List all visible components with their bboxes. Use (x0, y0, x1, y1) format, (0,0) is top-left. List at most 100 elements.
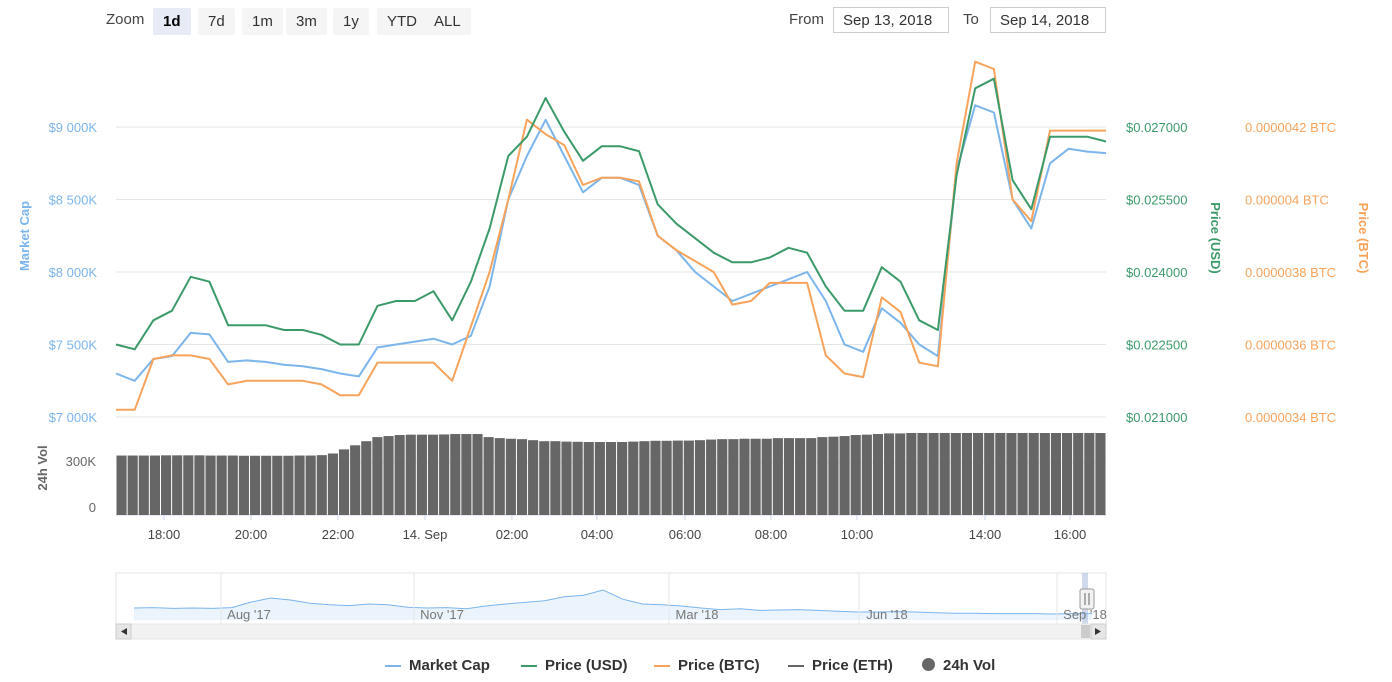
zoom-7d-button[interactable]: 7d (198, 8, 235, 35)
volume-bar (950, 433, 961, 515)
volume-bar (984, 433, 995, 515)
from-date-input[interactable]: Sep 13, 2018 (833, 7, 949, 33)
volume-bar (316, 455, 327, 515)
legend-market-cap[interactable]: Market Cap (385, 657, 490, 674)
volume-bar (939, 433, 950, 515)
btc-tick: 0.0000042 BTC (1245, 120, 1336, 135)
axis-labels: $9 000K $8 500K $8 000K $7 500K $7 000K $0.02… (17, 120, 1371, 542)
usd-tick: $0.025500 (1126, 193, 1187, 208)
usd-tick: $0.021000 (1126, 410, 1187, 425)
volume-bar (528, 440, 539, 515)
volume-bar (772, 438, 783, 515)
volume-bar (1050, 433, 1062, 515)
legend-label: Price (USD) (545, 657, 628, 674)
volume-bar (683, 440, 694, 515)
volume-bar (928, 433, 939, 515)
volume-bar (494, 438, 505, 515)
volume-bar (1006, 433, 1017, 515)
btc-axis-title: Price (BTC) (1356, 203, 1371, 274)
usd-axis-title: Price (USD) (1208, 202, 1223, 274)
navigator-area (134, 590, 1092, 620)
scrollbar-thumb[interactable] (1081, 625, 1090, 638)
volume-bar (194, 455, 205, 515)
volume-bar (305, 455, 316, 515)
volume-bar (160, 455, 172, 515)
navigator[interactable]: Aug '17 Nov '17 Mar '18 Jun '18 Sep '18 (115, 572, 1107, 640)
volume-bar (483, 437, 494, 515)
zoom-1y-button[interactable]: 1y (333, 8, 369, 35)
volume-bar (350, 445, 361, 515)
market-cap-tick: $7 000K (49, 410, 98, 425)
zoom-all-button[interactable]: ALL (424, 8, 471, 35)
volume-bar (172, 455, 183, 515)
volume-bar (783, 438, 795, 515)
volume-bar (995, 433, 1006, 515)
volume-bar (116, 455, 127, 515)
volume-bar (1073, 433, 1084, 515)
usd-tick: $0.022500 (1126, 338, 1187, 353)
volume-tick: 0 (89, 500, 96, 515)
scrollbar-track (115, 623, 1107, 640)
legend-24h-vol[interactable]: 24h Vol (922, 657, 995, 674)
volume-bar (594, 442, 605, 515)
volume-bar (717, 439, 728, 515)
volume-bar (1017, 433, 1028, 515)
volume-bar (127, 455, 138, 515)
volume-bar (694, 440, 706, 515)
legend-label: Price (BTC) (678, 657, 760, 674)
chart-toolbar: Zoom 1d 7d 1m 3m 1y YTD ALL From Sep 13,… (0, 0, 1392, 44)
market-cap-tick: $8 500K (49, 193, 98, 208)
to-date-input[interactable]: Sep 14, 2018 (990, 7, 1106, 33)
btc-tick: 0.0000038 BTC (1245, 265, 1336, 280)
zoom-ytd-button[interactable]: YTD (377, 8, 427, 35)
zoom-1m-button[interactable]: 1m (242, 8, 283, 35)
volume-bar (817, 437, 828, 515)
volume-bar (372, 437, 383, 515)
volume-bar (461, 434, 472, 515)
legend-swatch (654, 665, 670, 668)
from-label: From (789, 11, 824, 28)
x-tick: 04:00 (581, 527, 614, 542)
volume-bar (338, 449, 350, 515)
usd-tick: $0.024000 (1126, 265, 1187, 280)
volume-bar (1084, 433, 1095, 515)
legend-price-usd[interactable]: Price (USD) (521, 657, 628, 674)
volume-bar (628, 441, 639, 515)
volume-bar (706, 439, 717, 515)
volume-bar (583, 442, 594, 515)
x-tick: 02:00 (496, 527, 529, 542)
volume-bar (1062, 433, 1073, 515)
volume-bar (539, 441, 550, 515)
legend-price-eth[interactable]: Price (ETH) (788, 657, 893, 674)
volume-bar (205, 455, 216, 515)
volume-bar (261, 455, 272, 515)
volume-bar (639, 441, 650, 515)
legend-swatch (385, 665, 401, 668)
volume-bar (238, 455, 249, 515)
legend-price-btc[interactable]: Price (BTC) (654, 657, 760, 674)
volume-bars (116, 433, 1106, 515)
legend: Market Cap Price (USD) Price (BTC) Price… (0, 657, 1392, 679)
x-tick: 14. Sep (403, 527, 448, 542)
volume-bar (439, 434, 450, 515)
legend-label: 24h Vol (943, 657, 996, 674)
navigator-handle[interactable] (1079, 588, 1095, 610)
price-btc-line (116, 60, 1106, 411)
zoom-label: Zoom (106, 11, 145, 28)
x-tick: 18:00 (148, 527, 181, 542)
legend-swatch (521, 665, 537, 668)
legend-dot (922, 658, 935, 671)
market-cap-axis-title: Market Cap (17, 201, 32, 271)
zoom-1d-button[interactable]: 1d (153, 8, 191, 35)
volume-bar (327, 453, 338, 515)
zoom-3m-button[interactable]: 3m (286, 8, 327, 35)
x-tick: 06:00 (669, 527, 702, 542)
volume-bar (750, 438, 761, 515)
x-tick: 20:00 (235, 527, 268, 542)
volume-bar (550, 441, 561, 515)
navigator-frame (115, 572, 1107, 625)
legend-label: Market Cap (409, 657, 490, 674)
volume-bar (861, 434, 872, 515)
volume-bar (650, 440, 661, 515)
